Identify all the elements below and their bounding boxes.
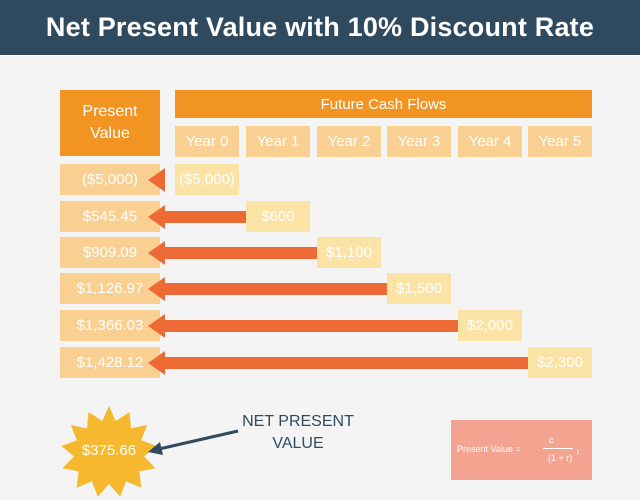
discount-arrow-5 xyxy=(164,357,528,369)
present-value-cell-2: $909.09 xyxy=(60,237,160,268)
npv-label: NET PRESENT VALUE xyxy=(226,411,370,455)
arrow-head-3 xyxy=(148,277,165,301)
formula-exponent: t xyxy=(577,449,579,456)
starburst-icon xyxy=(61,406,157,497)
discount-arrow-1 xyxy=(164,211,246,223)
npv-label-line2: VALUE xyxy=(272,435,324,452)
year-header-4: Year 4 xyxy=(458,126,522,157)
discount-arrow-4 xyxy=(164,320,458,332)
year-header-5: Year 5 xyxy=(528,126,592,157)
year-header-3: Year 3 xyxy=(387,126,451,157)
present-value-header-line2: Value xyxy=(90,125,130,142)
arrow-head-4 xyxy=(148,314,165,338)
cash-flow-cell-5: $2,300 xyxy=(528,347,592,378)
cash-flow-cell-1: $600 xyxy=(246,201,310,232)
formula-numerator: c xyxy=(549,435,554,445)
pv-formula-box: Present Value = c (1 + r) t xyxy=(451,420,592,480)
year-header-2: Year 2 xyxy=(317,126,381,157)
cash-flow-cell-3: $1,500 xyxy=(387,273,451,304)
cash-flow-cell-2: $1,100 xyxy=(317,237,381,268)
npv-label-line1: NET PRESENT xyxy=(242,413,354,430)
present-value-cell-4: $1,366.03 xyxy=(60,310,160,341)
year-header-1: Year 1 xyxy=(246,126,310,157)
year-header-0: Year 0 xyxy=(175,126,239,157)
discount-arrow-3 xyxy=(164,283,387,295)
present-value-header: Present Value xyxy=(60,90,160,156)
arrow-head-0 xyxy=(148,168,165,192)
cash-flow-cell-4: $2,000 xyxy=(458,310,522,341)
formula-lhs: Present Value = xyxy=(457,444,521,454)
present-value-cell-5: $1,428.12 xyxy=(60,347,160,378)
arrow-head-5 xyxy=(148,351,165,375)
arrow-head-2 xyxy=(148,241,165,265)
cash-flow-cell-0: ($5,000) xyxy=(175,164,239,195)
present-value-cell-3: $1,126.97 xyxy=(60,273,160,304)
npv-value: $375.66 xyxy=(81,441,137,459)
future-cash-flows-header: Future Cash Flows xyxy=(175,90,592,118)
discount-arrow-2 xyxy=(164,247,317,259)
present-value-header-line1: Present xyxy=(82,103,138,120)
page-title: Net Present Value with 10% Discount Rate xyxy=(0,0,640,55)
formula-denominator: (1 + r) xyxy=(548,453,573,463)
present-value-cell-1: $545.45 xyxy=(60,201,160,232)
formula-fraction-line xyxy=(543,448,573,449)
present-value-cell-0: ($5,000) xyxy=(60,164,160,195)
arrow-head-1 xyxy=(148,205,165,229)
npv-pointer-arrow xyxy=(148,429,239,455)
